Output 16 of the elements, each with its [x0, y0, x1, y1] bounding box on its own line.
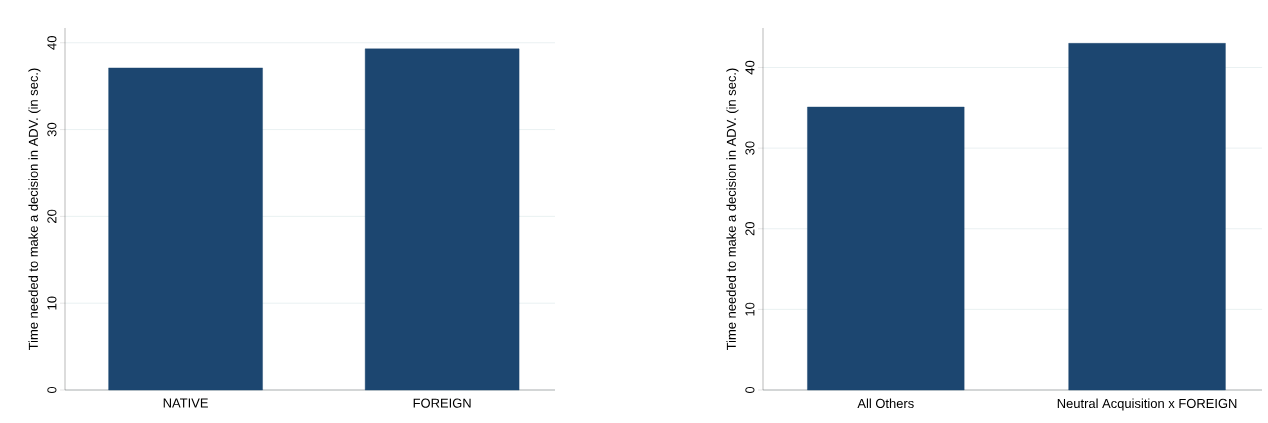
x-tick-label: NATIVE [163, 398, 208, 408]
y-tick-label: 10 [47, 296, 57, 310]
y-tick-label: 30 [47, 122, 57, 137]
x-tick-label: Neutral Acquisition x FOREIGN [1057, 398, 1237, 411]
y-tick-label: 20 [47, 209, 57, 223]
y-tick-label: 30 [745, 141, 755, 155]
y-axis-title: Time needed to make a decision in ADV. (in sec.) [726, 68, 739, 351]
y-tick-label: 40 [745, 60, 755, 75]
y-tick-label: 0 [745, 386, 755, 394]
y-tick-label: 0 [47, 386, 57, 394]
y-axis-title: Time needed to make a decision in ADV. (in sec.) [28, 68, 41, 351]
y-tick-label: 10 [745, 302, 755, 316]
y-tick-label: 40 [47, 36, 57, 50]
y-tick-label: 20 [745, 222, 755, 236]
x-tick-label: FOREIGN [413, 398, 471, 408]
x-tick-label: All Others [857, 398, 914, 409]
